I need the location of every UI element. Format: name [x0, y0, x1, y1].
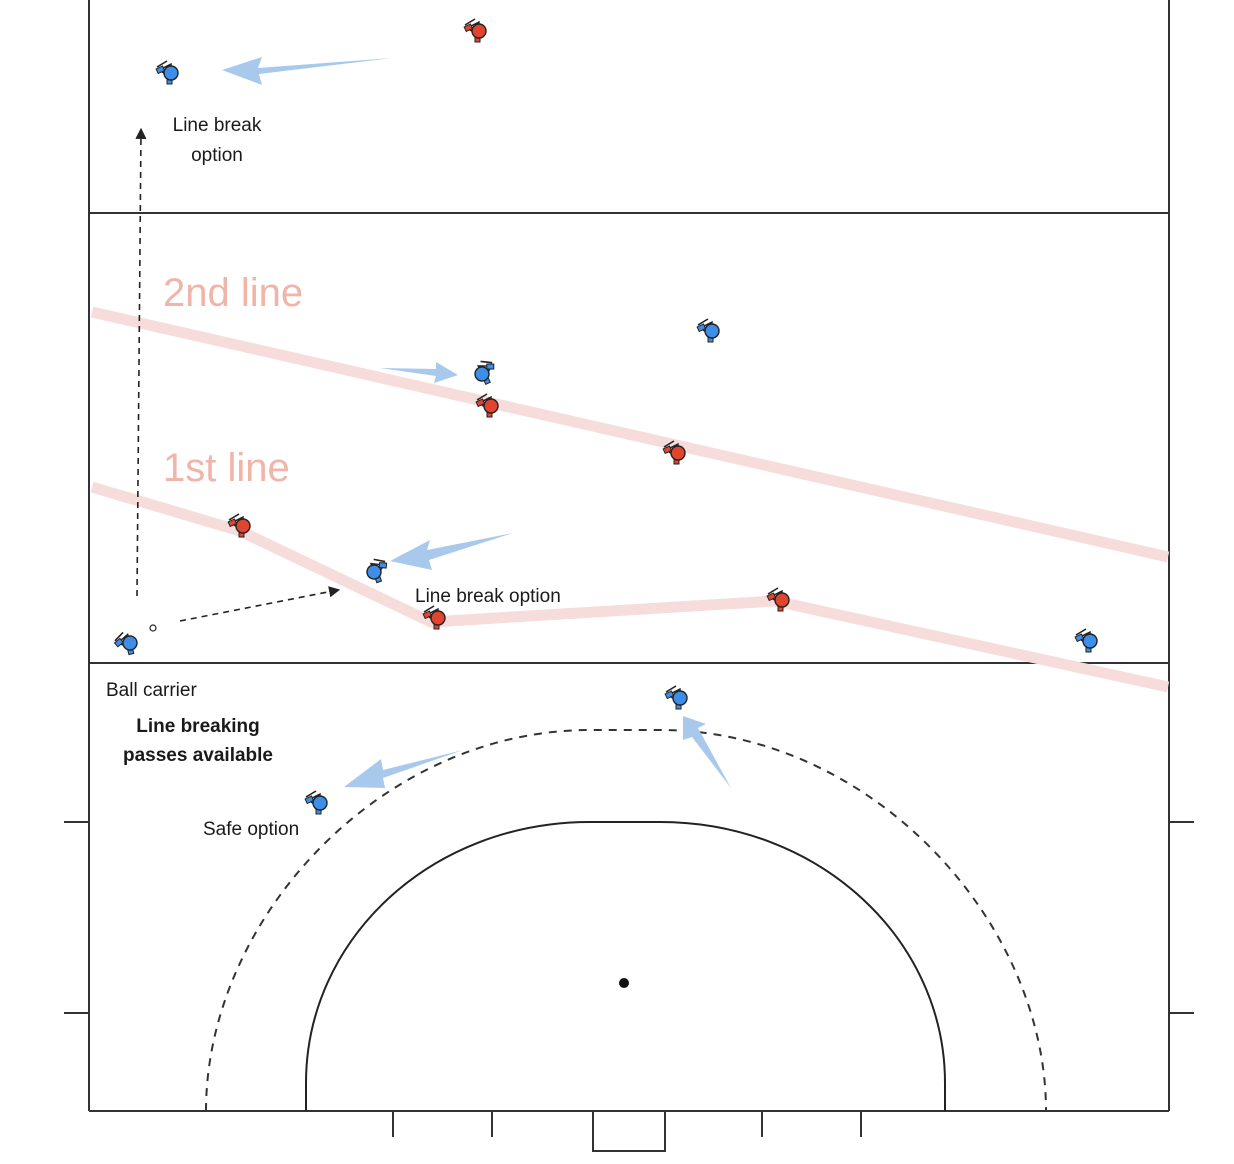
second-line-label: 2nd line	[163, 271, 303, 315]
players	[111, 18, 1098, 815]
second-defensive-line	[90, 306, 1170, 563]
line-break-top-label-2: option	[191, 145, 243, 166]
shooting-circle	[305, 821, 946, 1111]
ball	[149, 624, 157, 632]
headline-label-1: Line breaking	[136, 716, 260, 737]
line-break-top-label-1: Line break	[173, 115, 262, 136]
pass-arrow-top	[222, 57, 392, 85]
first-line-label: 1st line	[163, 446, 290, 490]
pass-arrow-safe	[344, 750, 463, 788]
blue-player-far-right	[1074, 628, 1098, 653]
blue-player-line-break	[362, 554, 393, 586]
pitch-markings	[64, 0, 1194, 1152]
pass-arrow-dashed	[179, 586, 341, 622]
dashed-5m-arc	[205, 729, 1047, 1112]
pass-arrows	[222, 57, 731, 788]
defensive-lines	[90, 306, 1170, 693]
safe-option-label: Safe option	[203, 819, 299, 840]
blue-player-ball-carrier	[111, 628, 141, 659]
ball-carrier-label: Ball carrier	[106, 680, 197, 701]
blue-player-safe-option	[304, 790, 328, 815]
blue-player-upper-right	[696, 318, 720, 343]
penalty-spot	[619, 978, 629, 988]
goal	[592, 1110, 666, 1152]
line-break-mid-label: Line break option	[415, 586, 561, 607]
pass-arrow-first-line	[390, 533, 513, 570]
pass-arrow-second-line	[380, 362, 458, 383]
pass-arrow-up	[683, 716, 731, 788]
blue-player-top-left	[155, 60, 179, 85]
run-arrow-vertical	[135, 127, 147, 597]
headline-label-2: passes available	[123, 745, 273, 766]
blue-player-second-line	[469, 356, 501, 388]
red-player-top	[463, 18, 487, 43]
first-defensive-line	[90, 481, 1170, 693]
blue-player-near-arc	[664, 685, 688, 710]
